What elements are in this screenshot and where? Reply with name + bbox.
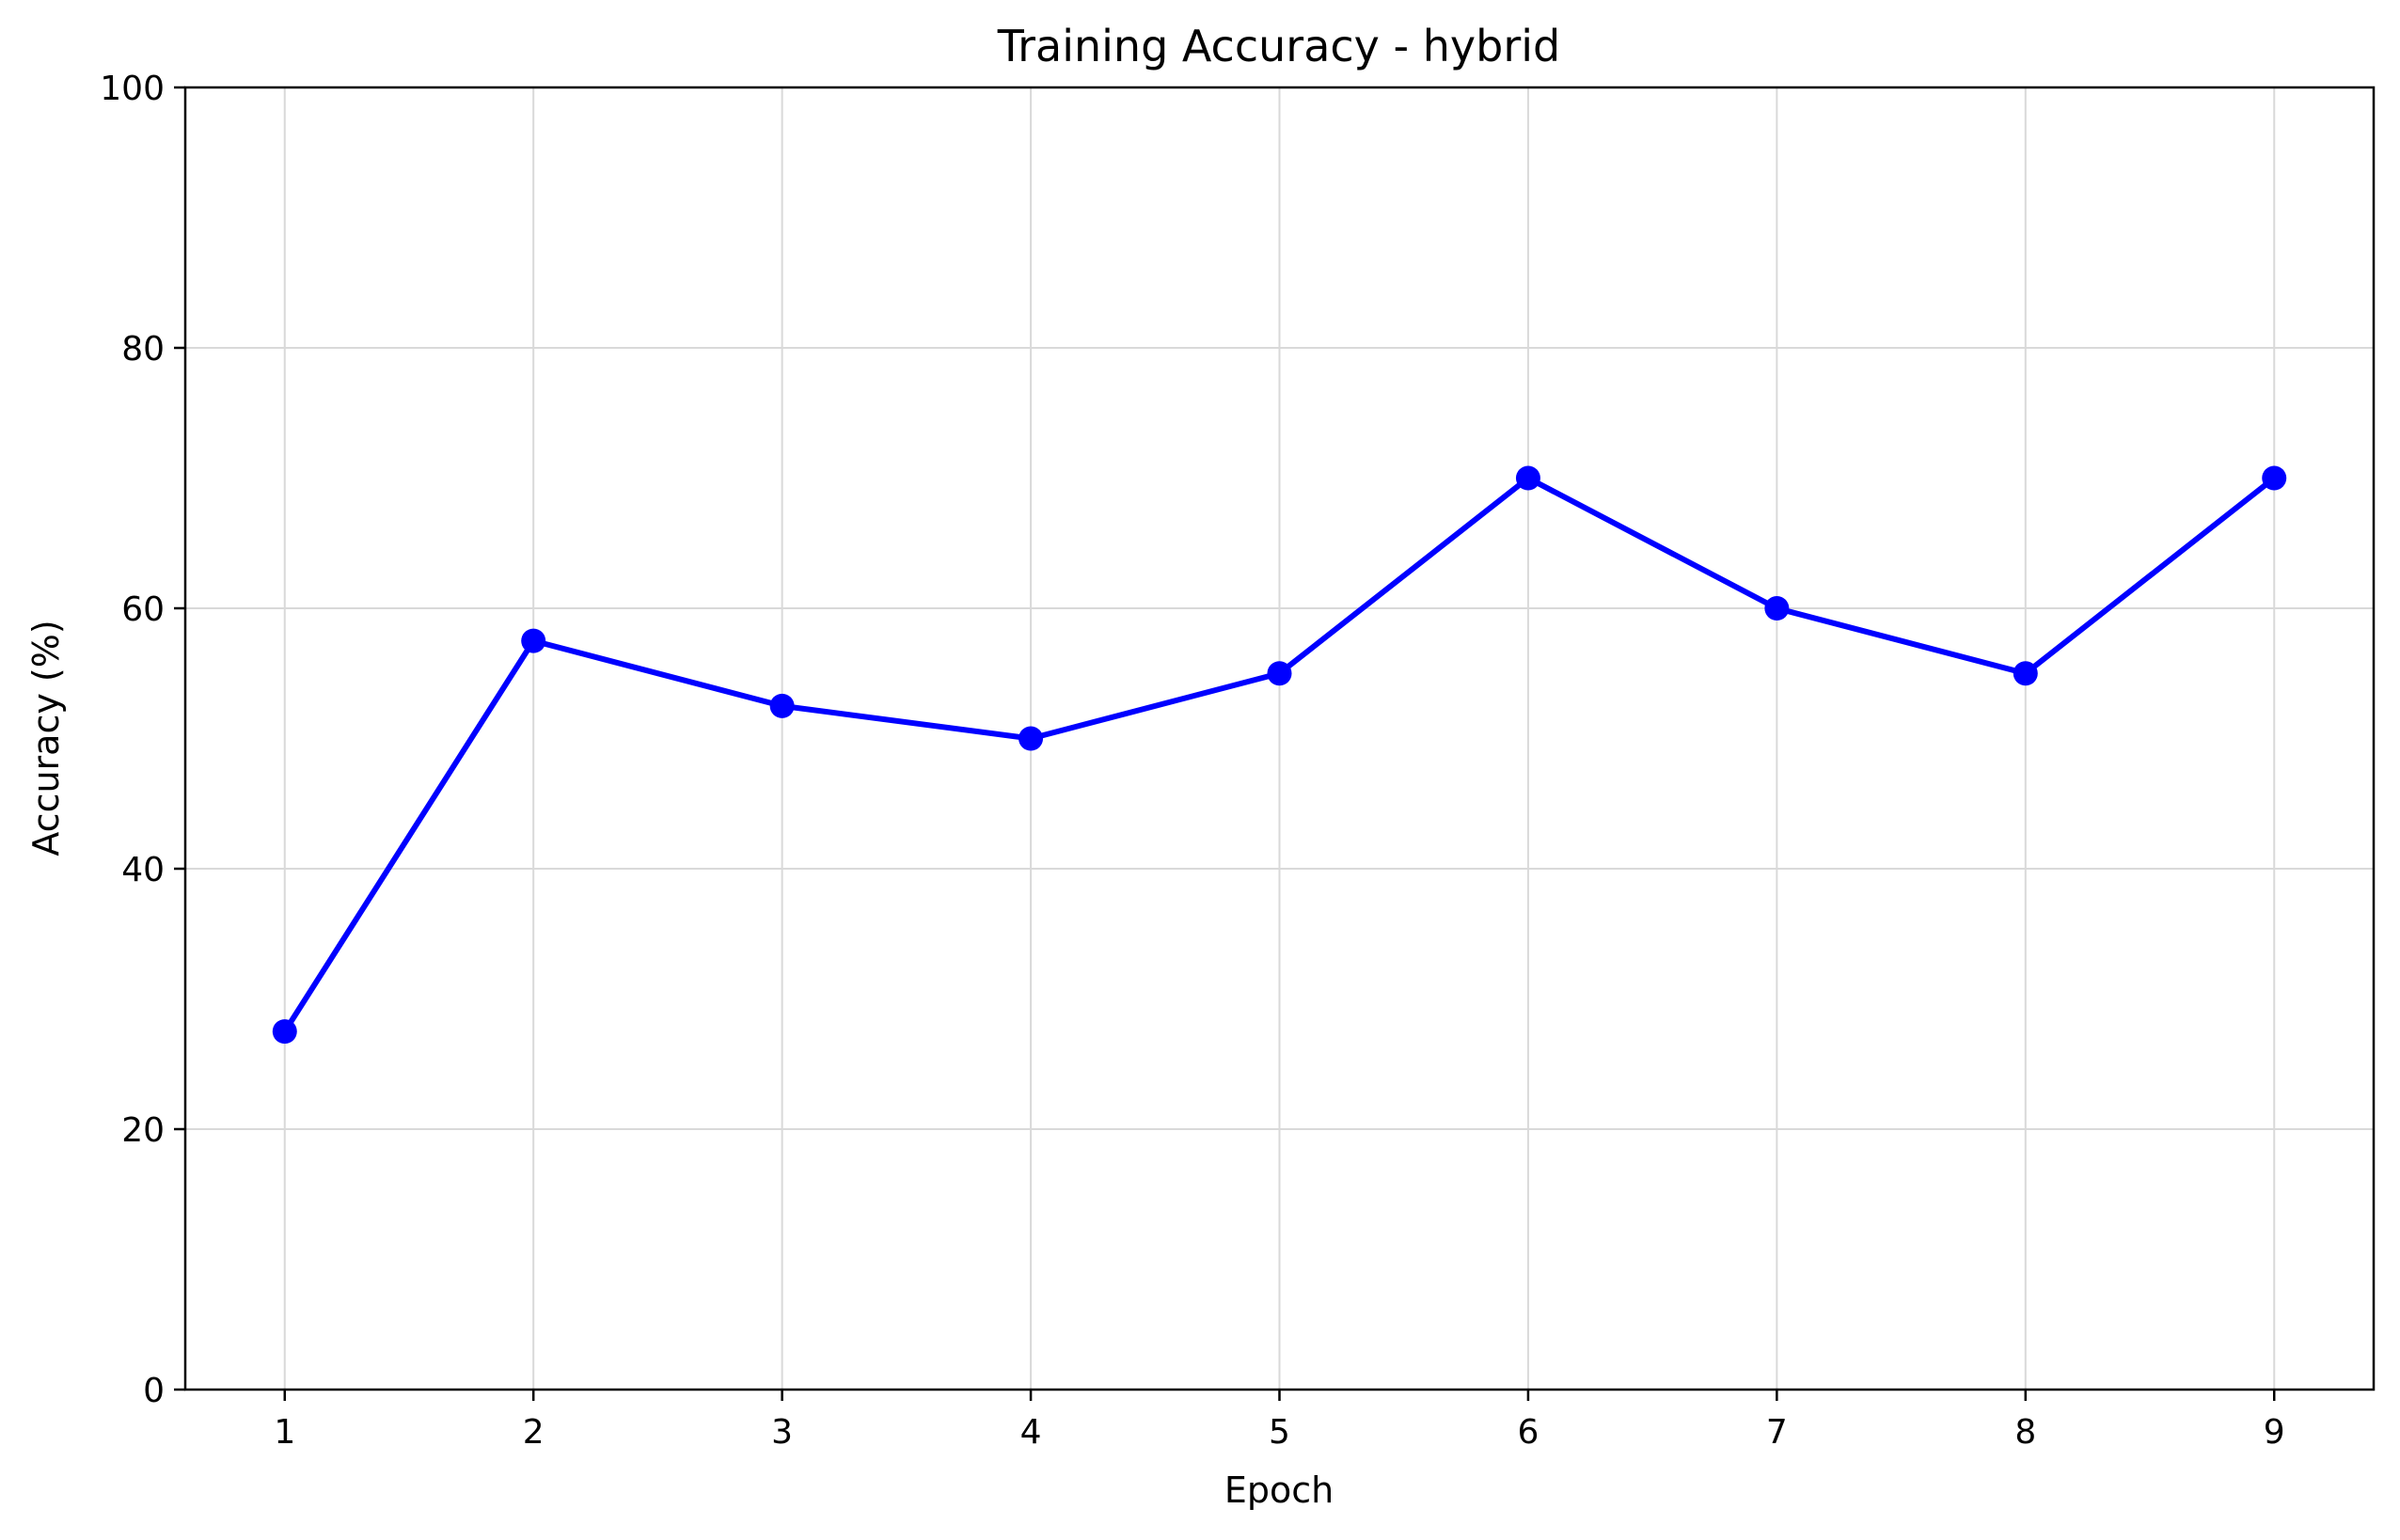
x-tick-label: 1 bbox=[274, 1413, 295, 1452]
x-axis-label: Epoch bbox=[1224, 1469, 1334, 1511]
chart-title: Training Accuracy - hybrid bbox=[997, 21, 1560, 71]
y-tick-label: 100 bbox=[100, 70, 165, 108]
x-tick-label: 4 bbox=[1020, 1413, 1042, 1452]
y-tick-label: 60 bbox=[121, 590, 165, 629]
x-tick-label: 9 bbox=[2264, 1413, 2285, 1452]
series-layer bbox=[272, 465, 2287, 1045]
x-tick-label: 5 bbox=[1269, 1413, 1290, 1452]
data-point bbox=[1267, 661, 1292, 686]
y-tick-label: 40 bbox=[121, 851, 165, 889]
grid-layer bbox=[185, 86, 2374, 1391]
y-axis-label: Accuracy (%) bbox=[25, 620, 67, 856]
x-tick-label: 3 bbox=[771, 1413, 793, 1452]
data-point bbox=[769, 693, 795, 718]
x-tick-label: 8 bbox=[2014, 1413, 2036, 1452]
x-tick-label: 7 bbox=[1766, 1413, 1788, 1452]
data-point bbox=[272, 1019, 297, 1045]
data-point bbox=[2262, 465, 2287, 491]
data-point bbox=[1018, 726, 1044, 751]
x-tick-label: 2 bbox=[523, 1413, 545, 1452]
y-tick-label: 80 bbox=[121, 330, 165, 369]
y-tick-label: 20 bbox=[121, 1111, 165, 1150]
tick-layer: 1 2 3 4 5 6 7 8 9 0 20 40 60 80 100 bbox=[100, 70, 2284, 1452]
data-point bbox=[2013, 661, 2038, 686]
data-point bbox=[1764, 596, 1790, 621]
x-tick-label: 6 bbox=[1517, 1413, 1539, 1452]
data-point bbox=[521, 628, 546, 653]
y-tick-label: 0 bbox=[143, 1372, 165, 1410]
data-point bbox=[1515, 465, 1540, 491]
